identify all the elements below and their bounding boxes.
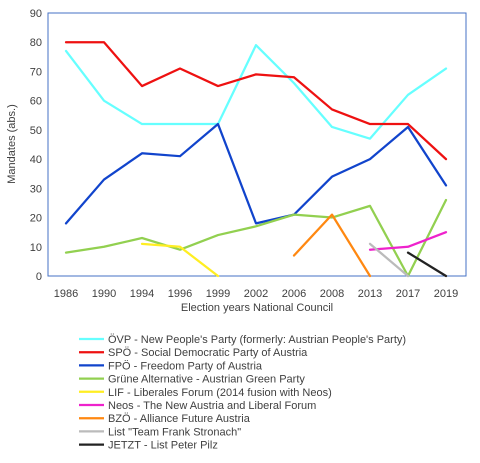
series-line	[368, 231, 448, 251]
legend-label: List "Team Frank Stronach"	[108, 426, 241, 438]
legend-item: SPÖ - Social Democratic Party of Austria	[79, 347, 308, 359]
x-tick-label: 2008	[320, 288, 344, 300]
series-lines	[64, 41, 448, 278]
x-tick-label: 1996	[168, 288, 192, 300]
legend-item: List "Team Frank Stronach"	[79, 426, 241, 438]
y-tick-label: 50	[30, 125, 42, 137]
x-tick-label: 2019	[434, 288, 458, 300]
legend-label: JETZT - List Peter Pilz	[108, 440, 218, 452]
y-tick-label: 10	[30, 242, 42, 254]
y-axis-title: Mandates (abs.)	[6, 104, 18, 183]
series-line	[292, 213, 372, 278]
series-line	[64, 122, 448, 225]
legend-item: ÖVP - New People's Party (formerly: Aust…	[79, 334, 406, 346]
y-tick-label: 60	[30, 96, 42, 108]
series-line	[140, 242, 220, 278]
legend-label: LIF - Liberales Forum (2014 fusion with …	[108, 387, 332, 399]
series-segment	[368, 231, 448, 251]
y-tick-label: 90	[30, 8, 42, 20]
series-segment	[368, 242, 410, 278]
x-tick-label: 2013	[358, 288, 382, 300]
y-tick-labels: 0 10 20 30 40 50 60 70 80 90	[30, 8, 42, 283]
series-line	[406, 251, 448, 278]
y-tick-label: 20	[30, 213, 42, 225]
x-tick-label: 1990	[92, 288, 116, 300]
y-tick-label: 30	[30, 183, 42, 195]
legend: ÖVP - New People's Party (formerly: Aust…	[79, 334, 406, 452]
legend-label: BZÖ - Alliance Future Austria	[108, 413, 251, 425]
legend-item: JETZT - List Peter Pilz	[79, 440, 218, 452]
legend-label: Grüne Alternative - Austrian Green Party	[108, 374, 305, 386]
y-tick-label: 80	[30, 37, 42, 49]
legend-label: FPÖ - Freedom Party of Austria	[108, 360, 263, 372]
legend-item: FPÖ - Freedom Party of Austria	[79, 360, 263, 372]
y-tick-label: 0	[36, 271, 42, 283]
x-axis-title: Election years National Council	[181, 302, 333, 314]
x-tick-label: 1999	[206, 288, 230, 300]
x-tick-label: 1986	[54, 288, 78, 300]
legend-label: Neos - The New Austria and Liberal Forum	[108, 400, 316, 412]
series-segment	[140, 242, 220, 278]
series-line	[368, 242, 410, 278]
y-tick-label: 40	[30, 154, 42, 166]
legend-label: ÖVP - New People's Party (formerly: Aust…	[108, 334, 406, 346]
x-tick-label: 1994	[130, 288, 154, 300]
legend-item: LIF - Liberales Forum (2014 fusion with …	[79, 387, 332, 399]
plot-area	[47, 12, 467, 277]
x-tick-label: 2006	[282, 288, 306, 300]
series-segment	[292, 213, 372, 278]
y-tick-label: 70	[30, 66, 42, 78]
series-line	[64, 198, 448, 278]
x-tick-labels: 1986 1990 1994 1996 1999 2002 2006 2008 2013 2017…	[54, 288, 458, 300]
legend-item: BZÖ - Alliance Future Austria	[79, 413, 251, 425]
x-tick-label: 2002	[244, 288, 268, 300]
legend-item: Neos - The New Austria and Liberal Forum	[79, 400, 316, 412]
legend-item: Grüne Alternative - Austrian Green Party	[79, 374, 305, 386]
series-line	[64, 41, 448, 161]
series-segment	[64, 41, 448, 161]
legend-label: SPÖ - Social Democratic Party of Austria	[108, 347, 308, 359]
x-tick-label: 2017	[396, 288, 420, 300]
series-segment	[406, 251, 448, 278]
series-segment	[64, 198, 448, 278]
series-segment	[64, 122, 448, 225]
